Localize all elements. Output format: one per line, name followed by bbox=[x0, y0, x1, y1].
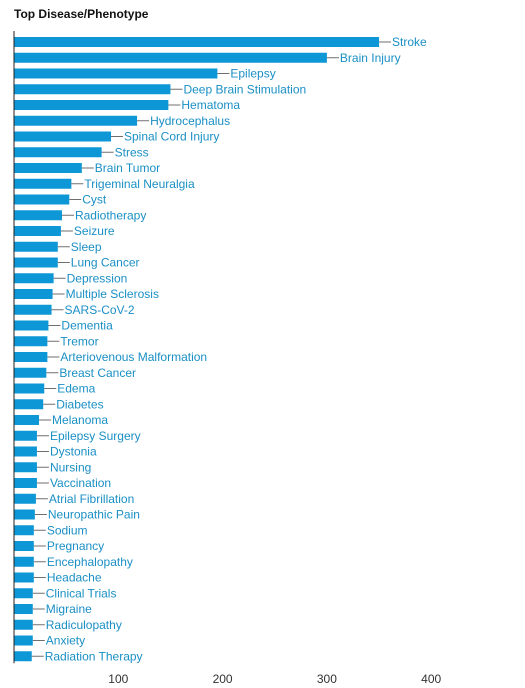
bar-brain-tumor bbox=[14, 163, 82, 173]
bars-group bbox=[14, 37, 380, 662]
bar-label-lung-cancer: Lung Cancer bbox=[71, 256, 140, 270]
bar-label-hydrocephalus: Hydrocephalus bbox=[150, 114, 230, 128]
bar-label-spinal-cord-injury: Spinal Cord Injury bbox=[124, 130, 219, 144]
bar-headache bbox=[14, 572, 34, 583]
bar-lung-cancer bbox=[14, 257, 58, 268]
bar-trigeminal-neuralgia bbox=[14, 178, 72, 189]
bar-dementia bbox=[14, 320, 49, 331]
bar-dystonia bbox=[14, 446, 37, 457]
bar-label-tremor: Tremor bbox=[60, 334, 98, 348]
bar-label-sodium: Sodium bbox=[47, 523, 88, 537]
bar-label-radiation-therapy: Radiation Therapy bbox=[45, 649, 143, 663]
bar-melanoma bbox=[14, 415, 40, 425]
bar-label-clinical-trials: Clinical Trials bbox=[46, 586, 117, 600]
bar-stroke bbox=[14, 37, 380, 47]
bar-label-radiotherapy: Radiotherapy bbox=[75, 208, 146, 222]
bar-label-melanoma: Melanoma bbox=[52, 413, 108, 427]
bar-sars-cov-2 bbox=[14, 304, 52, 315]
bar-vaccination bbox=[14, 478, 37, 488]
bar-label-stroke: Stroke bbox=[392, 35, 427, 49]
bar-sodium bbox=[14, 525, 34, 536]
bar-label-headache: Headache bbox=[47, 571, 102, 585]
bar-label-stress: Stress bbox=[115, 145, 149, 159]
bar-label-breast-cancer: Breast Cancer bbox=[59, 366, 136, 380]
bar-label-edema: Edema bbox=[57, 382, 95, 396]
bar-radiation-therapy bbox=[14, 651, 32, 662]
bar-migraine bbox=[14, 604, 33, 614]
bar-hematoma bbox=[14, 100, 169, 110]
bar-seizure bbox=[14, 226, 61, 236]
bar-epilepsy bbox=[14, 68, 218, 79]
x-tick-label-100: 100 bbox=[108, 672, 128, 686]
bar-nursing bbox=[14, 462, 37, 473]
bar-brain-injury bbox=[14, 52, 327, 63]
bar-hydrocephalus bbox=[14, 115, 138, 126]
bar-spinal-cord-injury bbox=[14, 131, 111, 142]
bar-label-brain-tumor: Brain Tumor bbox=[95, 161, 160, 175]
bar-clinical-trials bbox=[14, 588, 33, 599]
bar-depression bbox=[14, 273, 54, 284]
bar-label-deep-brain-stimulation: Deep Brain Stimulation bbox=[183, 82, 306, 96]
bar-radiculopathy bbox=[14, 619, 33, 630]
bar-encephalopathy bbox=[14, 556, 34, 567]
bar-atrial-fibrillation bbox=[14, 493, 36, 504]
bar-label-arteriovenous-malformation: Arteriovenous Malformation bbox=[60, 350, 207, 364]
bar-label-cyst: Cyst bbox=[82, 193, 107, 207]
bar-stress bbox=[14, 147, 102, 158]
chart-title: Top Disease/Phenotype bbox=[14, 7, 149, 21]
bar-cyst bbox=[14, 194, 70, 205]
bar-multiple-sclerosis bbox=[14, 289, 53, 299]
bar-radiotherapy bbox=[14, 210, 62, 221]
bar-breast-cancer bbox=[14, 367, 47, 378]
bar-label-migraine: Migraine bbox=[46, 602, 92, 616]
bar-label-vaccination: Vaccination bbox=[50, 476, 111, 490]
bar-label-dystonia: Dystonia bbox=[50, 445, 97, 459]
x-tick-labels-group: 100 200 300 400 bbox=[108, 672, 441, 686]
bar-label-multiple-sclerosis: Multiple Sclerosis bbox=[66, 287, 159, 301]
connectors-group bbox=[31, 41, 392, 657]
bar-sleep bbox=[14, 241, 58, 252]
bar-anxiety bbox=[14, 635, 33, 646]
bar-label-epilepsy: Epilepsy bbox=[230, 67, 275, 81]
bar-label-dementia: Dementia bbox=[61, 319, 113, 333]
bar-label-neuropathic-pain: Neuropathic Pain bbox=[48, 508, 140, 522]
bar-label-anxiety: Anxiety bbox=[46, 634, 85, 648]
bar-label-sars-cov-2: SARS-CoV-2 bbox=[65, 303, 135, 317]
bar-edema bbox=[14, 383, 45, 394]
bar-label-encephalopathy: Encephalopathy bbox=[47, 555, 133, 569]
x-tick-label-300: 300 bbox=[317, 672, 337, 686]
bar-arteriovenous-malformation bbox=[14, 352, 48, 362]
bar-neuropathic-pain bbox=[14, 509, 35, 520]
bar-label-seizure: Seizure bbox=[74, 224, 115, 238]
bar-label-pregnancy: Pregnancy bbox=[47, 539, 104, 553]
bar-diabetes bbox=[14, 399, 44, 410]
bar-label-brain-injury: Brain Injury bbox=[340, 51, 401, 65]
bar-deep-brain-stimulation bbox=[14, 84, 171, 95]
bar-label-sleep: Sleep bbox=[71, 240, 102, 254]
bar-label-trigeminal-neuralgia: Trigeminal Neuralgia bbox=[84, 177, 195, 191]
bar-label-depression: Depression bbox=[67, 271, 128, 285]
x-tick-label-200: 200 bbox=[213, 672, 233, 686]
bar-label-hematoma: Hematoma bbox=[181, 98, 240, 112]
bar-pregnancy bbox=[14, 541, 34, 551]
bar-tremor bbox=[14, 336, 48, 347]
bar-epilepsy-surgery bbox=[14, 430, 37, 441]
bar-label-diabetes: Diabetes bbox=[56, 397, 103, 411]
bar-label-nursing: Nursing bbox=[50, 460, 91, 474]
bar-label-atrial-fibrillation: Atrial Fibrillation bbox=[49, 492, 134, 506]
x-tick-label-400: 400 bbox=[421, 672, 441, 686]
bar-label-radiculopathy: Radiculopathy bbox=[46, 618, 122, 632]
bar-label-epilepsy-surgery: Epilepsy Surgery bbox=[50, 429, 141, 443]
